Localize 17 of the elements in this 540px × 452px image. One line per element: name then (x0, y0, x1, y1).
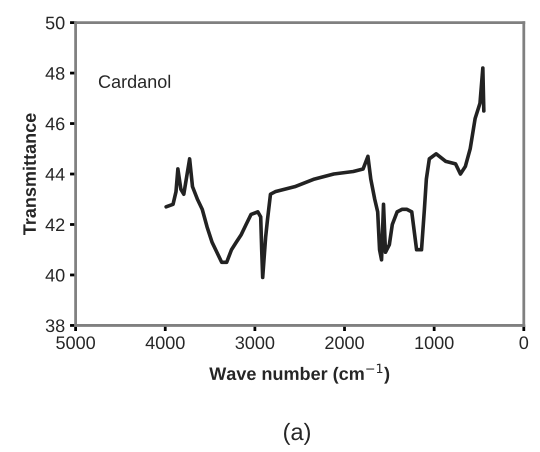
x-tick-label: 3000 (235, 336, 274, 350)
y-tick-label: 40 (46, 268, 64, 282)
y-tick-label: 38 (46, 319, 64, 332)
annotation: Cardanol (98, 74, 170, 88)
x-tick-label: 5000 (56, 336, 95, 350)
text: (a) (284, 422, 310, 445)
y-tick-label: 44 (46, 168, 65, 181)
x-tick-label: 2000 (325, 336, 364, 350)
y-axis-title: Transmittance (22, 113, 36, 236)
x-tick-label: 4000 (146, 336, 185, 350)
y-tick-label: 46 (46, 117, 64, 130)
y-tick-label: 48 (46, 67, 64, 80)
x-axis-title: Wave number (cm$^{−1}$) (209, 364, 390, 384)
x-tick-label: 1000 (415, 336, 454, 350)
y-tick-label: 42 (46, 218, 64, 232)
y-tick-label: 50 (46, 16, 64, 30)
x-tick-label: 0 (519, 336, 528, 350)
